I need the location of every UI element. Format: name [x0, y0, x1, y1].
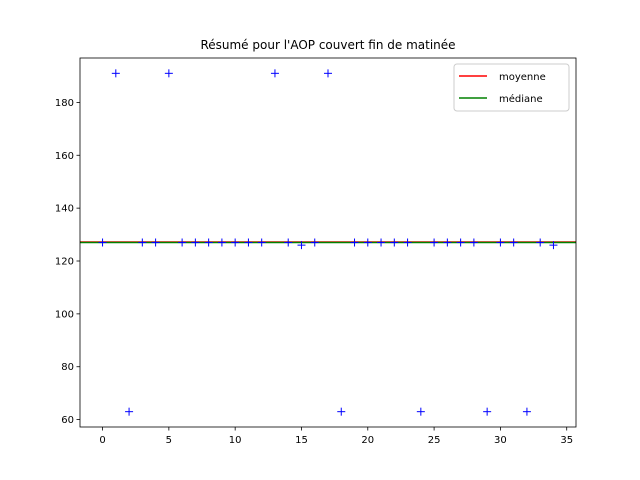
data-point [231, 238, 240, 247]
data-point [483, 407, 492, 416]
data-point [98, 238, 107, 247]
axes-frame [79, 57, 577, 428]
data-point [125, 407, 134, 416]
x-tick-label: 15 [295, 435, 308, 446]
data-point [270, 69, 279, 78]
legend-label: médiane [499, 93, 543, 105]
data-point [416, 407, 425, 416]
data-point [469, 238, 478, 247]
data-point [456, 238, 465, 247]
legend-label: moyenne [499, 72, 546, 83]
x-tick-label: 0 [99, 435, 105, 446]
y-axis: 60 80 100 120 140 160 180 [55, 98, 80, 426]
plot-area [80, 69, 576, 416]
data-point [284, 238, 293, 247]
data-point [164, 69, 173, 78]
data-point [337, 407, 346, 416]
data-point [390, 238, 399, 247]
data-point [138, 238, 147, 247]
data-point [430, 238, 439, 247]
x-tick-label: 10 [229, 435, 242, 446]
y-tick-label: 140 [55, 204, 74, 215]
data-point [324, 69, 332, 78]
x-tick-label: 25 [428, 435, 441, 446]
data-point [178, 238, 187, 247]
y-tick-label: 180 [55, 98, 74, 109]
data-point [257, 238, 266, 247]
data-point [403, 238, 412, 247]
data-point [111, 69, 120, 78]
y-tick-label: 60 [61, 415, 74, 426]
x-tick-label: 5 [166, 435, 172, 446]
data-point [217, 238, 226, 247]
data-point [522, 407, 531, 416]
x-tick-label: 20 [361, 435, 374, 446]
data-point [151, 238, 160, 247]
y-tick-label: 160 [55, 151, 74, 162]
x-axis: 0 5 10 15 20 25 30 35 [99, 427, 573, 446]
legend: moyenne médiane [453, 63, 570, 112]
data-point [244, 238, 253, 247]
data-point [310, 238, 319, 247]
data-point [191, 238, 200, 247]
y-tick-label: 80 [61, 362, 74, 373]
data-point [443, 238, 452, 247]
data-point [509, 238, 518, 247]
x-tick-label: 35 [560, 435, 573, 446]
y-tick-label: 120 [55, 257, 74, 268]
y-tick-label: 100 [55, 309, 74, 320]
data-point [204, 238, 213, 247]
data-point [536, 238, 545, 247]
data-point [496, 238, 505, 247]
data-point [297, 241, 306, 250]
data-point [350, 238, 359, 247]
data-point [363, 238, 372, 247]
data-point [549, 241, 558, 250]
data-point [377, 238, 386, 247]
chart-title: Résumé pour l'AOP couvert fin de matinée [200, 38, 455, 52]
x-tick-label: 30 [494, 435, 507, 446]
